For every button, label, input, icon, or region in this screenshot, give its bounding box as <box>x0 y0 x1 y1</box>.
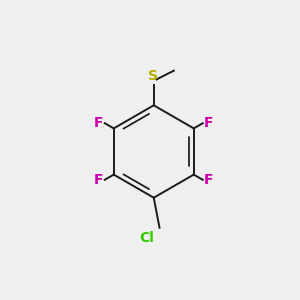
Text: Cl: Cl <box>139 231 154 245</box>
Text: S: S <box>148 69 158 83</box>
Text: F: F <box>204 173 213 187</box>
Text: F: F <box>94 116 104 130</box>
Text: F: F <box>204 116 213 130</box>
Text: F: F <box>94 173 104 187</box>
